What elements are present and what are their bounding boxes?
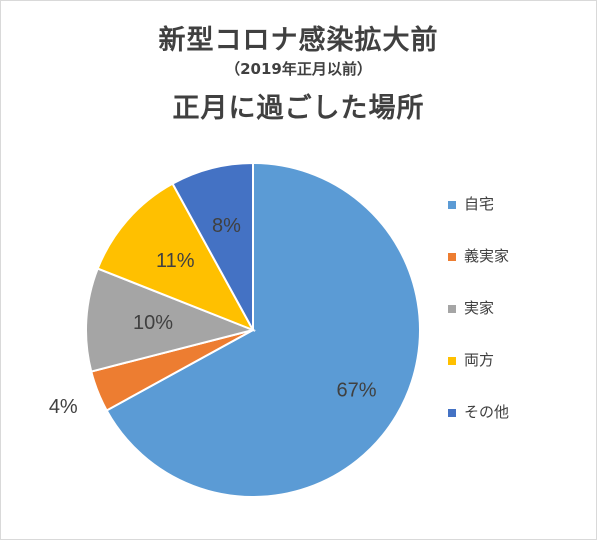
data-label-4: 11% xyxy=(156,250,195,272)
pie-labels: 67% 4% 10% 11% 8% xyxy=(49,215,377,418)
legend-item-4: 両方 xyxy=(448,349,509,401)
legend-item-3: 実家 xyxy=(448,297,509,349)
legend-swatch xyxy=(448,305,456,313)
legend-label: 自宅 xyxy=(464,195,495,213)
data-label-1: 67% xyxy=(336,379,376,401)
legend-label: 実家 xyxy=(464,299,495,317)
pie-slices xyxy=(85,161,421,498)
chart-title-line-3: 正月に過ごした場所 xyxy=(172,93,425,124)
pie-slice-1 xyxy=(105,161,421,498)
data-label-3: 10% xyxy=(133,312,173,334)
legend-item-5: その他 xyxy=(448,401,509,453)
legend-label: 両方 xyxy=(464,351,495,369)
legend-swatch xyxy=(448,409,456,417)
chart-title-line-1: 新型コロナ感染拡大前 xyxy=(158,25,439,56)
legend-swatch xyxy=(448,357,456,365)
pie-slice-4 xyxy=(96,182,256,332)
legend-label: 義実家 xyxy=(464,247,510,265)
data-label-5: 8% xyxy=(212,215,241,237)
pie-slice-3 xyxy=(85,267,257,373)
chart-legend: 自宅義実家実家両方その他 xyxy=(448,193,509,453)
pie-slice-5 xyxy=(171,161,254,331)
data-label-2: 4% xyxy=(49,396,78,418)
legend-item-2: 義実家 xyxy=(448,245,509,297)
legend-item-1: 自宅 xyxy=(448,193,509,245)
legend-swatch xyxy=(448,253,456,261)
legend-label: その他 xyxy=(464,403,510,421)
chart-title-line-2: （2019年正月以前） xyxy=(225,60,372,78)
legend-swatch xyxy=(448,201,456,209)
